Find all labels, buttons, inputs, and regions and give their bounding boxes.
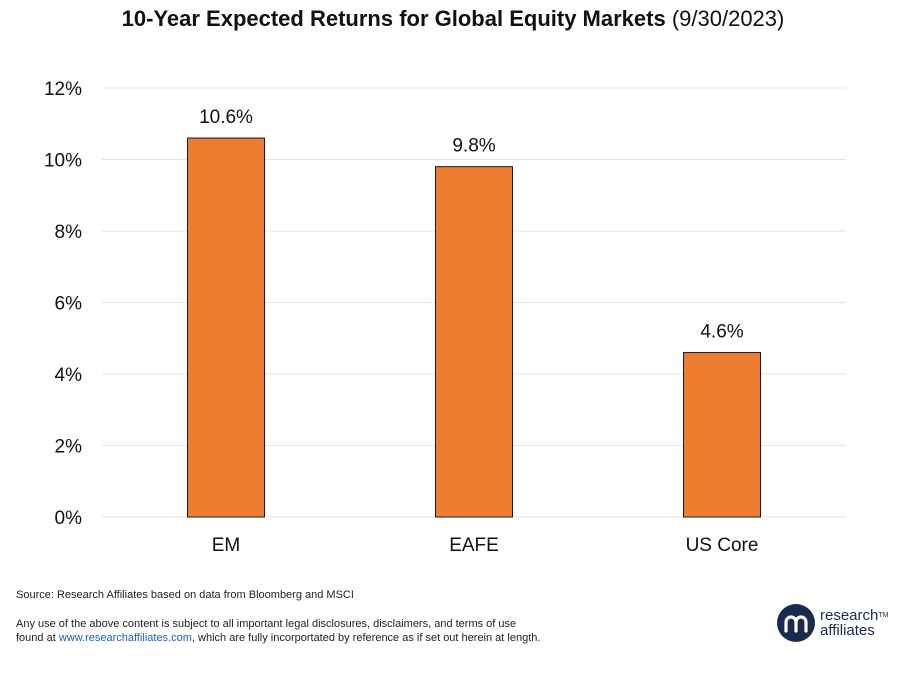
y-tick-label: 12% [44, 79, 82, 100]
y-tick-label: 8% [55, 222, 83, 243]
x-category-label: EM [212, 535, 241, 556]
bar [187, 137, 265, 518]
logo-line2: affiliates [820, 622, 875, 639]
disclaimer-prefix: found at [16, 632, 59, 644]
y-tick-label: 0% [55, 508, 83, 529]
y-tick-label: 10% [44, 151, 82, 172]
chart-title-main: 10-Year Expected Returns for Global Equi… [121, 6, 666, 31]
disclaimer-suffix: , which are fully incorportated by refer… [191, 632, 541, 644]
disclaimer: Any use of the above content is subject … [16, 617, 636, 645]
source-note: Source: Research Affiliates based on dat… [16, 589, 354, 601]
logo-trademark: TM [878, 612, 889, 619]
bar [435, 166, 513, 518]
bar-chart: 0% 2% 4% 6% 8% 10% 12% EM EAFE US Core 10.6% 9.8%… [44, 79, 846, 556]
chart-title-date: (9/30/2023) [671, 6, 785, 31]
y-tick-label: 6% [55, 294, 83, 315]
data-label: 9.8% [452, 136, 495, 157]
x-axis-categories: EM EAFE US Core [212, 535, 759, 556]
data-labels: 10.6% 9.8% 4.6% [199, 107, 744, 342]
x-category-label: US Core [686, 535, 759, 556]
disclaimer-line1: Any use of the above content is subject … [16, 618, 517, 630]
x-category-label: EAFE [449, 535, 499, 556]
data-label: 4.6% [700, 322, 743, 343]
research-affiliates-logo-icon [776, 603, 816, 643]
logo-wordmark: researchTM affiliates [820, 608, 888, 638]
chart-title: 10-Year Expected Returns for Global Equi… [0, 6, 906, 32]
bar [683, 352, 761, 518]
y-tick-label: 2% [55, 437, 83, 458]
website-link[interactable]: www.researchaffiliates.com [58, 632, 192, 644]
logo-line1: research [820, 607, 879, 624]
bars [187, 137, 761, 518]
y-tick-label: 4% [55, 365, 83, 386]
research-affiliates-logo: researchTM affiliates [776, 603, 888, 643]
y-axis-ticks: 0% 2% 4% 6% 8% 10% 12% [44, 79, 82, 529]
data-label: 10.6% [199, 107, 253, 128]
